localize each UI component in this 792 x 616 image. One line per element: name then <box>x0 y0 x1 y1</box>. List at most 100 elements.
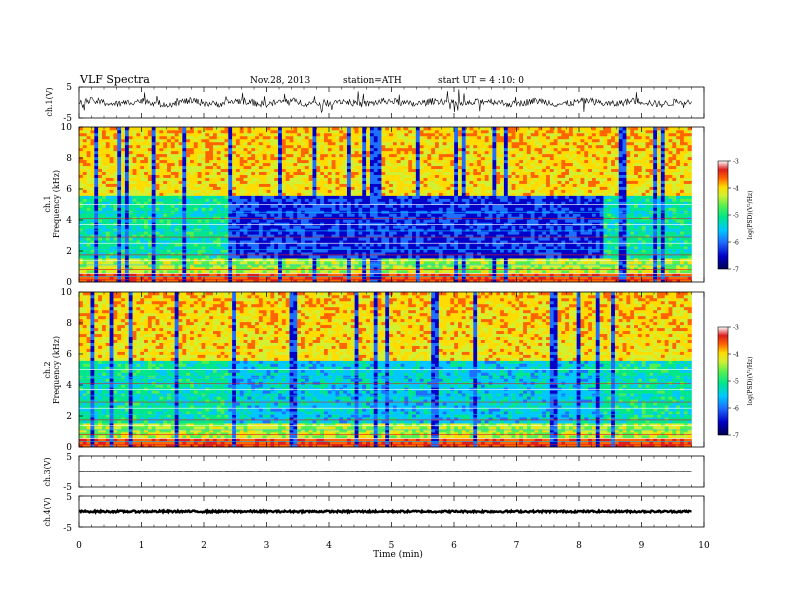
ch1-spectrogram-cell <box>331 276 336 280</box>
ch1-spectrogram-cell <box>101 240 107 244</box>
ch1-spectrogram-cell <box>366 264 371 268</box>
ch1-spectrogram-cell <box>316 195 321 199</box>
ch1-spectrogram-cell <box>408 138 413 143</box>
ch1-spectrogram-cell <box>243 138 248 143</box>
ch1-spectrogram-cell <box>251 132 256 137</box>
ch1-spectrogram-cell <box>205 201 210 205</box>
ch1-spectrogram-cell <box>281 243 287 247</box>
ch1-spectrogram-cell <box>335 177 340 181</box>
ch1-spectrogram-cell <box>90 195 95 199</box>
ch1-spectrogram-cell <box>316 174 321 178</box>
ch1-spectrogram-cell <box>358 261 363 265</box>
ch1-spectrogram-cell <box>396 129 401 134</box>
ch1-spectrogram-cell <box>255 246 260 250</box>
ch1-spectrogram-cell <box>270 168 275 173</box>
ch1-spectrogram-cell <box>220 225 225 229</box>
ch1-spectrogram-cell <box>193 231 198 235</box>
ch1-spectrogram-cell <box>105 234 110 238</box>
ch1-spectrogram-cell <box>358 180 363 184</box>
ch1-spectrogram-cell <box>235 219 241 223</box>
ch1-spectrogram-cell <box>442 276 447 280</box>
ch1-spectrogram-cell <box>167 171 172 175</box>
ch1-spectrogram-cell <box>404 177 409 181</box>
ch1-spectrogram-cell <box>327 186 332 190</box>
ch1-spectrogram-cell <box>301 252 306 256</box>
ch1-spectrogram-cell <box>235 201 241 205</box>
ch1-spectrogram-cell <box>159 189 164 193</box>
ch1-spectrogram-cell <box>331 204 336 208</box>
ch1-spectrogram-cell <box>216 228 221 232</box>
ch1-spectrogram-cell <box>98 186 103 190</box>
ch1-spectrogram-cell <box>163 147 168 152</box>
ch1-spectrogram-cell <box>98 201 103 205</box>
ch1-spectrogram-cell <box>270 222 275 226</box>
ch1-spectrogram-cell <box>113 183 118 187</box>
ch1-spectrogram-cell <box>243 264 248 268</box>
ch1-spectrogram-cell <box>190 216 195 220</box>
ch1-spectrogram-cell <box>255 276 260 280</box>
ch1-spectrogram-cell <box>128 255 133 259</box>
ch1-spectrogram-cell <box>427 135 432 140</box>
ch1-spectrogram-cell <box>266 207 271 211</box>
ch1-spectrogram-cell <box>301 222 306 226</box>
ch1-spectrogram-cell <box>274 189 279 193</box>
ch1-spectrogram-cell <box>392 204 398 208</box>
ch1-spectrogram-cell <box>366 168 371 173</box>
ch1-spectrogram-cell <box>423 249 428 253</box>
ch1-spectrogram-cell <box>105 261 110 265</box>
ch1-spectrogram-cell <box>435 219 440 223</box>
ch1-spectrogram-cell <box>438 222 443 226</box>
ch1-spectrogram-cell <box>278 237 283 241</box>
ch1-spectrogram-cell <box>396 249 401 253</box>
ch1-spectrogram-cell <box>266 127 271 131</box>
ch1-spectrogram-cell <box>212 249 218 253</box>
ch1-spectrogram-cell <box>174 252 179 256</box>
ch1-spectrogram-cell <box>98 127 103 131</box>
ch1-spectrogram-cell <box>128 225 133 229</box>
ch1-spectrogram-cell <box>101 228 107 232</box>
ch1-spectrogram-cell <box>243 168 248 173</box>
ch1-spectrogram-cell <box>400 141 405 146</box>
ch1-spectrogram-cell <box>109 159 114 164</box>
ch1-spectrogram-cell <box>335 207 340 211</box>
ch1-spectrogram-cell <box>136 228 141 232</box>
ch1-spectrogram-cell <box>289 195 294 199</box>
ch1-spectrogram-cell <box>281 207 287 211</box>
ch1-spectrogram-cell <box>90 258 95 262</box>
ch1-spectrogram-cell <box>400 129 405 134</box>
ch1-spectrogram-cell <box>335 249 340 253</box>
ch1-spectrogram-cell <box>163 144 168 149</box>
ch1-spectrogram-cell <box>113 174 118 178</box>
ch1-spectrogram-cell <box>205 228 210 232</box>
ch1-spectrogram-cell <box>289 177 294 181</box>
ch1-spectrogram-cell <box>293 270 298 274</box>
ch1-spectrogram-cell <box>163 135 168 140</box>
ch1-spectrogram-cell <box>346 150 352 155</box>
ch1-spectrogram-cell <box>205 141 210 146</box>
ch1-spectrogram-cell <box>285 186 290 190</box>
ch1-spectrogram-cell <box>404 180 409 184</box>
ch1-spectrogram-cell <box>438 171 443 175</box>
ch1-spectrogram-cell <box>193 249 198 253</box>
ch1-spectrogram-cell <box>144 216 149 220</box>
ch1-spectrogram-cell <box>228 147 233 152</box>
ch1-spectrogram-cell <box>358 132 363 137</box>
ch1-spectrogram-cell <box>377 258 382 262</box>
ch1-spectrogram-cell <box>431 225 436 229</box>
ch1-spectrogram-cell <box>381 252 386 256</box>
ch1-spectrogram-cell <box>343 138 348 143</box>
ch1-spectrogram-cell <box>247 276 252 280</box>
ch1-spectrogram-cell <box>258 150 264 155</box>
ch1-spectrogram-cell <box>427 240 432 244</box>
ch1-spectrogram-cell <box>362 135 367 140</box>
ch1-spectrogram-cell <box>86 225 91 229</box>
ch1-spectrogram-cell <box>278 180 283 184</box>
ch1-spectrogram-cell <box>79 252 84 256</box>
ch1-spectrogram-cell <box>243 252 248 256</box>
ch1-spectrogram-cell <box>121 189 126 193</box>
ch1-spectrogram-cell <box>331 129 336 134</box>
ch1-spectrogram-cell <box>320 207 325 211</box>
ch1-spectrogram-cell <box>289 276 294 280</box>
ch1-spectrogram-cell <box>90 135 95 140</box>
ch1-spectrogram-cell <box>281 270 287 274</box>
